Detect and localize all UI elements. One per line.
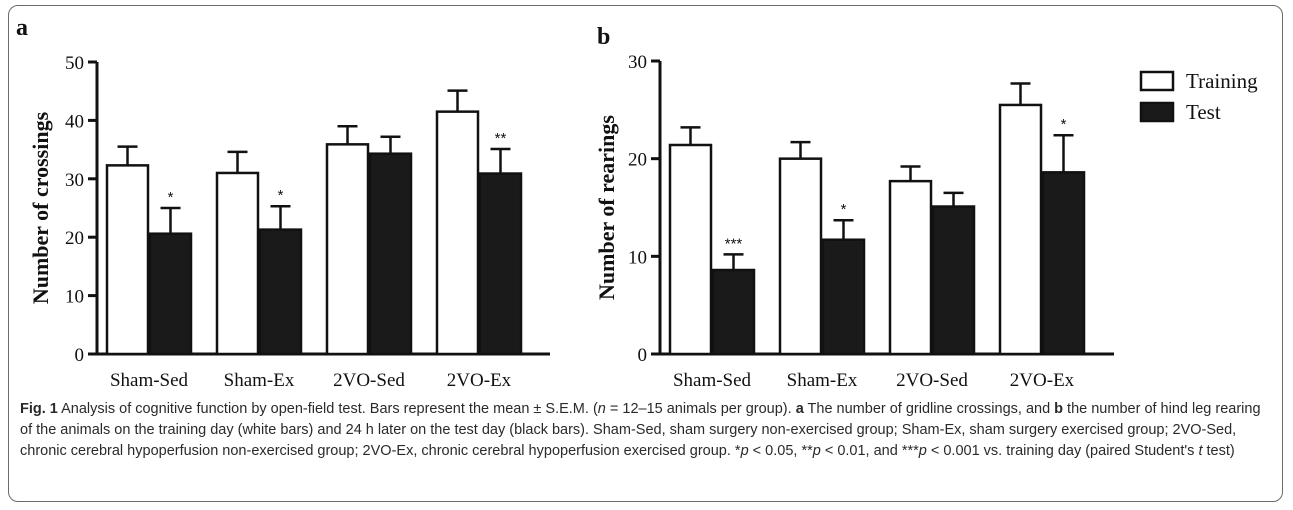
panel-a-category-label: Sham-Sed (110, 370, 189, 391)
panel-b-bar-training (888, 179, 933, 356)
panel-b-bar-training (998, 103, 1043, 356)
panel-a-significance-label: ** (495, 130, 507, 147)
panel-b-bar-training (778, 157, 823, 356)
panel-a-category-label: Sham-Ex (224, 370, 295, 391)
panel-b-category-label: Sham-Sed (673, 370, 752, 391)
caption-p1: p (740, 443, 749, 459)
panel-a-y-tick-label: 50 (65, 53, 84, 74)
caption-n-rest: = 12–15 animals per group). (605, 401, 796, 417)
panel-a-bar-test (148, 232, 193, 356)
legend-label-training: Training (1186, 69, 1258, 93)
panel-b-y-tick-label: 20 (628, 150, 647, 171)
caption-fig-label: Fig. 1 (20, 401, 58, 417)
panel-a-letter: a (16, 15, 28, 41)
panel-a-y-tick-label: 20 (65, 228, 84, 249)
caption-t3: < 0.001 vs. training day (paired Student… (926, 443, 1199, 459)
caption-n-var: n (597, 401, 606, 417)
panel-a-bar-training (325, 143, 370, 356)
panel-b-category-label: 2VO-Sed (896, 370, 968, 391)
panel-a-significance-label: * (278, 187, 284, 204)
caption-p2: p (812, 443, 821, 459)
caption-tvar: t (1198, 443, 1203, 459)
panel-a-y-tick-label: 40 (65, 111, 84, 132)
panel-b-y-axis-label: Number of rearings (594, 115, 619, 300)
panel-a-bar-training (215, 171, 260, 356)
caption-p3: p (918, 443, 927, 459)
caption-t2: < 0.01, and *** (820, 443, 919, 459)
caption-b-label: b (1054, 401, 1064, 417)
legend-label-test: Test (1186, 100, 1221, 124)
panel-b-y-tick-label: 10 (628, 247, 647, 268)
panel-b-bar-test (1041, 171, 1086, 356)
panel-b-significance-label: * (1061, 116, 1067, 133)
caption-t1: < 0.05, ** (748, 443, 813, 459)
panel-b-y-tick-label: 30 (628, 52, 647, 73)
panel-a-y-axis-label: Number of crossings (28, 111, 53, 304)
figure-charts: a Number of crossings 0 10 20 30 40 50 * Sham-Sed… (16, 15, 1258, 391)
panel-b-bar-training (668, 143, 713, 356)
caption-a-text: The number of gridline crossings, and (803, 401, 1055, 417)
panel-b-bar-test (711, 268, 756, 356)
caption-b-text: the number of hind leg rearing of the an… (20, 401, 1261, 459)
panel-b-significance-label: * (841, 201, 847, 218)
panel-b-bar-test (931, 205, 976, 356)
panel-a-y-tick-label: 10 (65, 287, 84, 308)
panel-a-bar-test (478, 172, 523, 356)
panel-a-y-tick-label: 30 (65, 170, 84, 191)
panel-b-y-tick-label: 0 (638, 345, 648, 366)
panel-a-significance-label: * (168, 189, 174, 206)
panel-b-category-label: Sham-Ex (787, 370, 858, 391)
caption-text: Analysis of cognitive function by open-f… (57, 401, 598, 417)
legend-swatch-test (1139, 101, 1175, 123)
legend-swatch-training (1139, 70, 1175, 92)
panel-a-category-label: 2VO-Ex (447, 370, 512, 391)
panel-b-bar-test (821, 238, 866, 356)
panel-a-bar-training (435, 110, 480, 356)
panel-a-y-tick-label: 0 (75, 345, 85, 366)
panel-b-significance-label: *** (725, 235, 743, 252)
figure-caption: Fig. 1 Analysis of cognitive function by… (20, 399, 1270, 462)
panel-a-bar-test (258, 228, 303, 356)
panel-b-category-label: 2VO-Ex (1010, 370, 1075, 391)
panel-a-bar-training (105, 164, 150, 356)
caption-a-label: a (795, 401, 804, 417)
panel-a-bar-test (368, 152, 413, 356)
caption-t4: test) (1202, 443, 1235, 459)
panel-a-category-label: 2VO-Sed (333, 370, 405, 391)
panel-b-letter: b (597, 24, 610, 50)
